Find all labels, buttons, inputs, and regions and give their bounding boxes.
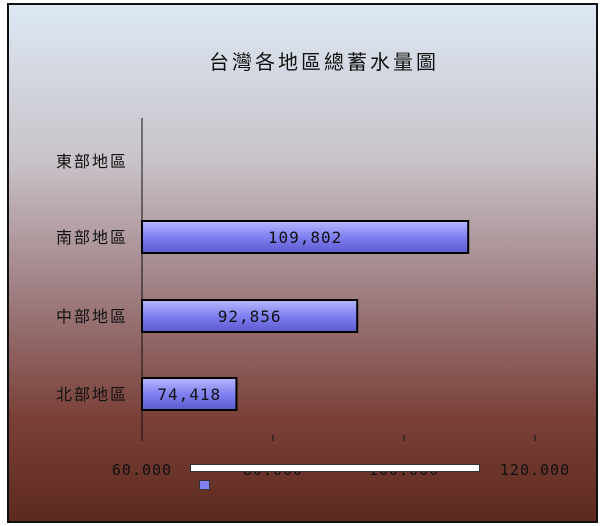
category-label: 東部地區 xyxy=(56,152,128,171)
category-label: 北部地區 xyxy=(56,385,128,404)
legend-swatch xyxy=(199,480,210,490)
chart-title: 台灣各地區總蓄水量圖 xyxy=(209,50,439,74)
category-label: 南部地區 xyxy=(56,228,128,247)
data-label: 109,802 xyxy=(268,228,342,247)
x-tick-label: 120.000 xyxy=(500,461,570,479)
data-label: 74,418 xyxy=(157,385,221,404)
category-label: 中部地區 xyxy=(56,307,128,326)
bar xyxy=(141,299,359,333)
bar xyxy=(141,377,238,411)
chart-frame xyxy=(7,3,598,523)
x-tick-label: 60.000 xyxy=(112,461,172,479)
data-label: 92,856 xyxy=(218,307,282,326)
bar xyxy=(141,220,470,254)
legend xyxy=(190,464,480,472)
